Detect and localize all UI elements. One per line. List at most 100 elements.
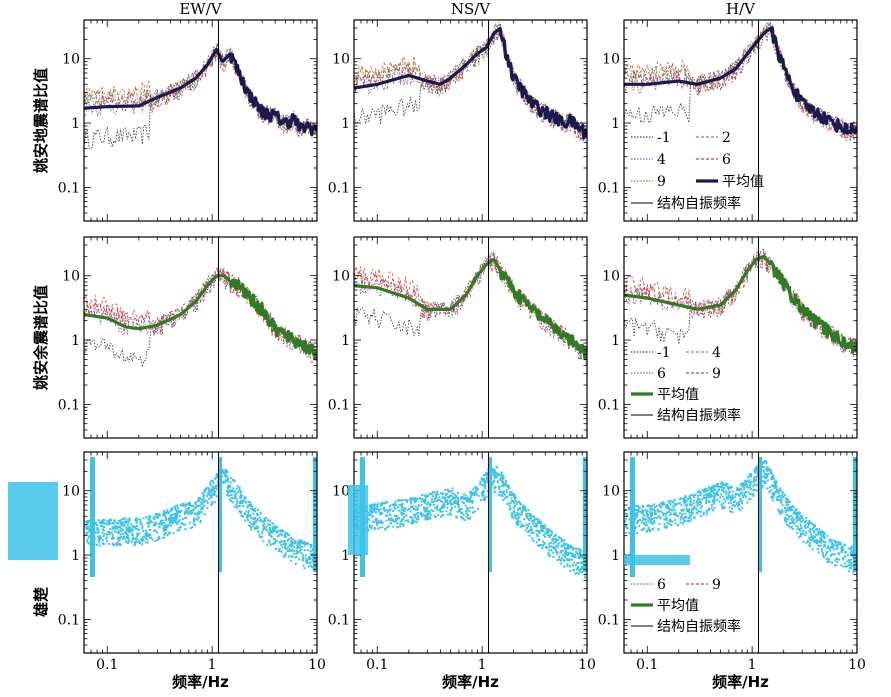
- scatter-point: [424, 510, 427, 513]
- scatter-point: [650, 511, 653, 514]
- scatter-point: [482, 492, 485, 495]
- scatter-point: [836, 558, 839, 560]
- scatter-point: [516, 511, 519, 514]
- scatter-point: [850, 548, 852, 551]
- scatter-point: [768, 491, 771, 494]
- scatter-point: [530, 531, 533, 534]
- scatter-point: [560, 544, 563, 547]
- scatter-point: [126, 524, 129, 527]
- scatter-point: [465, 500, 468, 503]
- scatter-point: [503, 497, 506, 500]
- scatter-point: [739, 498, 742, 501]
- x-tick-label: 0.1: [636, 657, 658, 673]
- scatter-point: [163, 514, 166, 517]
- scatter-point: [236, 485, 239, 488]
- scatter-point: [203, 491, 206, 494]
- scatter-point: [244, 519, 247, 522]
- scatter-point: [569, 544, 572, 547]
- scatter-point: [88, 534, 91, 537]
- scatter-point: [153, 515, 156, 518]
- scatter-point: [719, 496, 722, 499]
- scatter-point: [652, 522, 655, 525]
- scatter-point: [666, 511, 669, 514]
- scatter-point: [822, 530, 824, 533]
- scatter-point: [254, 507, 257, 510]
- scatter-point: [701, 505, 704, 508]
- scatter-point: [635, 509, 638, 512]
- scatter-point: [208, 490, 210, 493]
- scatter-point: [158, 526, 161, 529]
- scatter-point: [651, 504, 654, 507]
- scatter-point: [373, 505, 376, 507]
- scatter-point: [223, 472, 225, 474]
- scatter-point: [833, 564, 836, 567]
- scatter-point: [526, 517, 529, 519]
- scatter-point: [510, 491, 513, 494]
- scatter-point: [99, 544, 102, 547]
- scatter-point: [158, 535, 161, 538]
- scatter-point: [563, 539, 566, 542]
- scatter-point: [769, 470, 772, 473]
- scatter-point: [767, 473, 770, 475]
- scatter-point: [202, 498, 205, 501]
- scatter-point: [438, 499, 441, 502]
- scatter-point: [440, 506, 443, 509]
- scatter-point: [120, 530, 123, 532]
- scatter-point: [527, 531, 529, 533]
- scatter-point: [752, 493, 755, 496]
- scatter-point: [285, 532, 288, 535]
- scatter-point: [498, 494, 501, 496]
- scatter-point: [226, 475, 229, 478]
- scatter-point: [495, 466, 498, 469]
- scatter-point: [466, 506, 469, 509]
- scatter-point: [571, 552, 574, 555]
- scatter-point: [784, 509, 787, 512]
- scatter-point: [88, 528, 91, 530]
- scatter-point: [86, 519, 89, 522]
- scatter-point: [467, 510, 470, 513]
- scatter-point: [239, 495, 242, 497]
- scatter-point: [378, 510, 381, 513]
- scatter-point: [228, 486, 231, 489]
- scatter-point: [284, 547, 287, 550]
- scatter-point: [410, 502, 413, 505]
- y-tick-label: 1: [341, 548, 350, 564]
- y-tick-label: 1: [611, 333, 620, 349]
- scatter-point: [210, 495, 213, 497]
- scatter-point: [737, 488, 740, 491]
- scatter-point: [684, 512, 687, 515]
- scatter-point: [563, 543, 566, 546]
- scatter-point: [541, 525, 544, 528]
- scatter-point: [664, 506, 667, 509]
- scatter-point: [561, 549, 564, 552]
- y-tick-label: 0.1: [328, 612, 350, 628]
- scatter-point: [668, 520, 671, 522]
- scatter-point: [846, 554, 849, 557]
- scatter-point: [145, 516, 147, 519]
- scatter-point: [414, 516, 417, 519]
- scatter-point: [778, 498, 780, 501]
- scatter-point: [718, 488, 720, 491]
- scatter-point: [844, 565, 847, 568]
- scatter-point: [761, 485, 764, 487]
- scatter-point: [501, 474, 504, 477]
- scatter-point: [710, 487, 713, 490]
- scatter-point: [785, 497, 788, 500]
- scatter-point: [494, 486, 497, 489]
- scatter-point: [459, 507, 462, 510]
- scatter-point: [502, 499, 505, 501]
- scatter-point: [688, 512, 691, 514]
- scatter-point: [535, 523, 538, 525]
- scatter-point: [149, 533, 152, 536]
- scatter-point: [192, 505, 195, 507]
- scatter-point: [568, 559, 571, 562]
- scatter-point: [716, 498, 719, 501]
- scatter-point: [124, 517, 127, 520]
- scatter-point: [155, 514, 158, 517]
- scatter-point: [716, 485, 719, 488]
- y-tick-label: 1: [611, 116, 620, 132]
- scatter-point: [737, 493, 740, 496]
- scatter-point: [491, 470, 494, 473]
- scatter-point: [195, 517, 198, 520]
- scatter-point: [695, 508, 698, 511]
